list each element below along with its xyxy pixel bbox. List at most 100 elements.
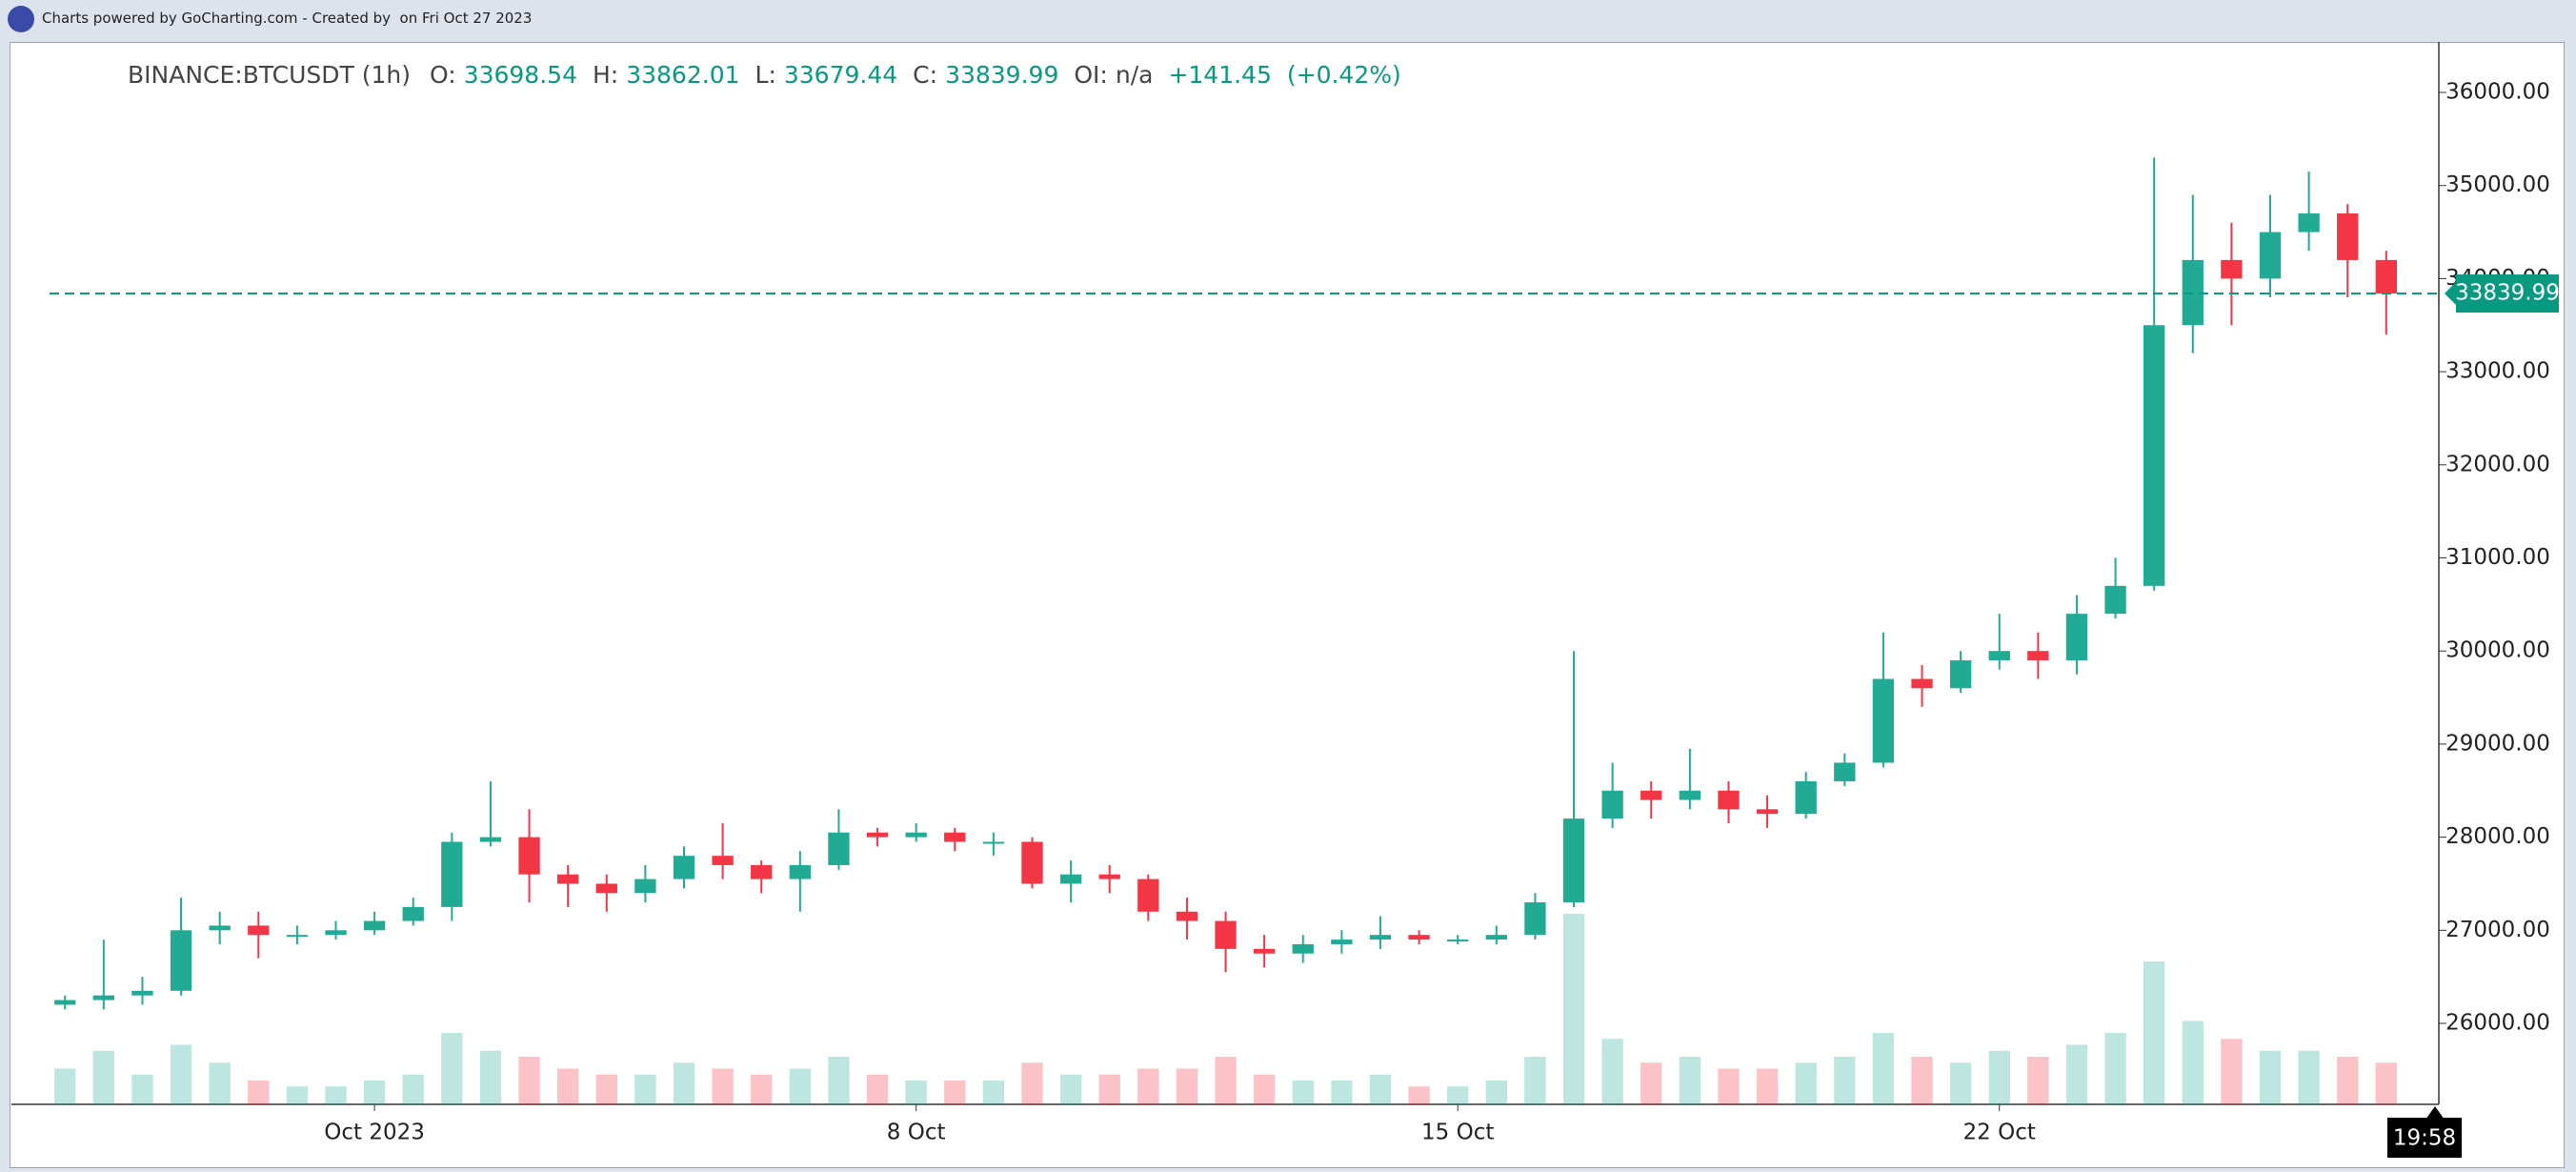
top-bar: Charts powered by GoCharting.com - Creat… <box>0 0 2576 38</box>
volume-bar <box>1485 1081 1507 1104</box>
candle-body <box>1640 790 1662 800</box>
volume-bar <box>2337 1057 2359 1104</box>
candle-body <box>1756 809 1779 815</box>
ohlc-legend: BINANCE:BTCUSDT (1h) O: 33698.54 H: 33862.01… <box>128 61 1417 89</box>
candle-body <box>1718 790 1740 810</box>
candle-body <box>595 883 617 894</box>
time-tag-label: 19:58 <box>2393 1126 2456 1151</box>
candle-body <box>1988 651 2010 660</box>
candle-body <box>1292 943 1314 954</box>
y-tick-label: 30000.00 <box>2445 638 2550 663</box>
value: 33679.44 <box>783 61 898 89</box>
x-tick-label: 22 Oct <box>1963 1121 2036 1145</box>
volume-bar <box>402 1074 424 1104</box>
candle-body <box>1253 948 1276 954</box>
volume-bar <box>1524 1057 1546 1104</box>
candle-body <box>1679 790 1701 800</box>
volume-bar <box>92 1050 115 1104</box>
volume-bar <box>325 1086 347 1104</box>
branding: Charts powered by GoCharting.com - Creat… <box>42 10 533 27</box>
volume-bar <box>557 1068 579 1104</box>
price-tag <box>2456 274 2559 313</box>
volume-bar <box>363 1081 386 1104</box>
volume-bar <box>1949 1062 1972 1104</box>
volume-bar <box>673 1062 695 1104</box>
volume-bar <box>595 1074 617 1104</box>
value: 33698.54 <box>463 61 577 89</box>
volume-bar <box>1679 1057 1701 1104</box>
candle-body <box>1447 940 1469 942</box>
candle-body <box>1021 841 1043 884</box>
volume-bar <box>131 1074 153 1104</box>
candle-body <box>1834 762 1856 781</box>
candle-body <box>54 1000 76 1005</box>
volume-bar <box>1872 1033 1895 1104</box>
volume-bar <box>209 1062 231 1104</box>
volume-bar <box>712 1068 734 1104</box>
y-tick-label: 33000.00 <box>2445 359 2550 384</box>
candle-body <box>325 930 347 936</box>
volume-bar <box>248 1081 270 1104</box>
candle-body <box>2221 259 2243 279</box>
candle-body <box>1485 935 1507 940</box>
time-tag <box>2387 1118 2462 1158</box>
value: n/a <box>1115 61 1154 89</box>
label: O: <box>430 61 456 89</box>
candle-body <box>131 990 153 996</box>
candle-body <box>557 874 579 884</box>
volume-bar <box>2182 1020 2204 1104</box>
candle-body <box>1369 935 1392 940</box>
candle-body <box>1098 874 1120 879</box>
candle-body <box>518 837 540 875</box>
candle-body <box>1176 911 1198 921</box>
candle-body <box>712 856 734 865</box>
volume-bar <box>2298 1050 2320 1104</box>
candle-body <box>866 832 889 838</box>
price-tag-label: 33839.99 <box>2455 281 2560 306</box>
volume-bar <box>1369 1074 1392 1104</box>
candle-body <box>634 879 656 894</box>
y-tick-label: 32000.00 <box>2445 452 2550 476</box>
candle-body <box>789 864 811 879</box>
candle-body <box>2259 232 2282 279</box>
candle-body <box>363 920 386 931</box>
volume-bar <box>2065 1044 2088 1104</box>
change-pct: (+0.42%) <box>1286 61 1401 89</box>
volume-bar <box>54 1068 76 1104</box>
candle-body <box>1949 659 1972 689</box>
y-tick-label: 27000.00 <box>2445 918 2550 942</box>
volume-bar <box>1640 1062 1662 1104</box>
volume-bar <box>286 1086 309 1104</box>
volume-bar <box>1834 1057 1856 1104</box>
candle-body <box>286 935 309 938</box>
candle-body <box>2143 325 2165 586</box>
volume-bar <box>2104 1033 2126 1104</box>
candle-body <box>92 995 115 1000</box>
volume-bar <box>1795 1062 1817 1104</box>
candle-body <box>2375 259 2397 294</box>
candle-body <box>944 832 966 842</box>
volume-bar <box>1021 1062 1043 1104</box>
volume-bar <box>1098 1074 1120 1104</box>
x-tick-label: 8 Oct <box>887 1121 946 1145</box>
label: L: <box>755 61 776 89</box>
volume-bar <box>789 1068 811 1104</box>
candle-body <box>1795 780 1817 815</box>
candle-body <box>2027 651 2049 660</box>
candle-body <box>673 856 695 879</box>
volume-bar <box>2027 1057 2049 1104</box>
volume-bar <box>1562 914 1585 1104</box>
candle-body <box>751 864 773 879</box>
volume-bar <box>441 1033 463 1104</box>
candle-body <box>905 832 927 838</box>
candle-body <box>2065 614 2088 660</box>
time-tag-arrow <box>2425 1106 2445 1120</box>
candle-body <box>1215 920 1237 949</box>
volume-bar <box>170 1044 192 1104</box>
candle-body <box>982 841 1005 844</box>
label: OI: <box>1074 61 1108 89</box>
volume-bar <box>828 1057 850 1104</box>
candle-body <box>2104 585 2126 615</box>
symbol: BINANCE:BTCUSDT (1h) <box>128 61 412 89</box>
